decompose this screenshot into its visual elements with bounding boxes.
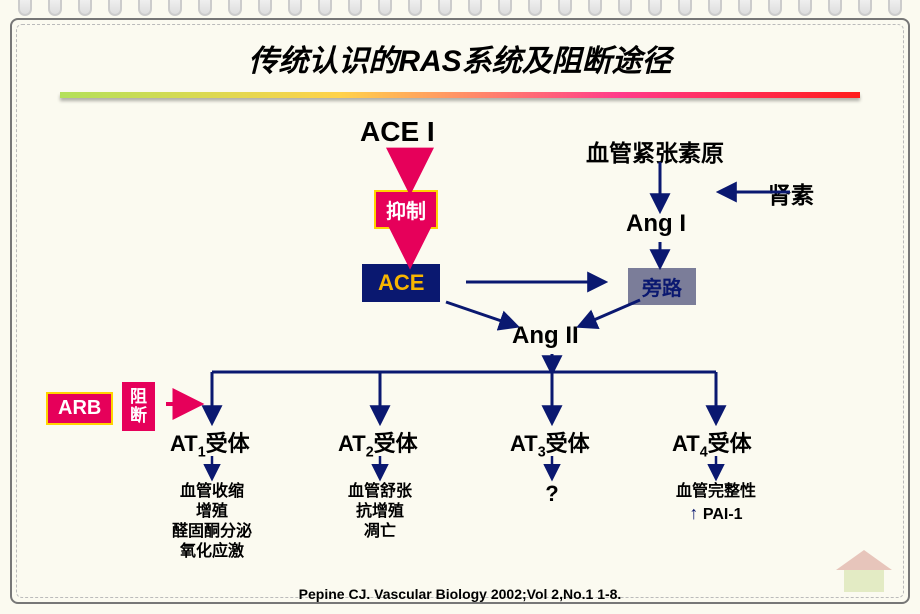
node-at2: AT2受体: [338, 426, 418, 460]
gradient-divider: [60, 92, 860, 98]
at1-eff-2: 醛固酮分泌: [156, 522, 268, 542]
node-at4: AT4受体: [672, 426, 752, 460]
at3-post: 受体: [546, 431, 590, 456]
effects-at1: 血管收缩 增殖 醛固酮分泌 氧化应激: [156, 482, 268, 562]
house-decoration: [836, 550, 892, 592]
at4-pai-row: ↑ PAI-1: [660, 502, 772, 525]
at4-pai: PAI-1: [703, 506, 743, 523]
at2-eff-1: 抗增殖: [326, 502, 434, 522]
node-ang1: Ang I: [626, 210, 686, 238]
node-ace: ACE: [362, 264, 440, 302]
at1-pre: AT: [170, 431, 198, 456]
at1-sub: 1: [198, 444, 206, 460]
node-block: 阻 断: [122, 382, 155, 431]
at1-post: 受体: [206, 431, 250, 456]
at3-pre: AT: [510, 431, 538, 456]
at1-eff-1: 增殖: [156, 502, 268, 522]
at2-eff-2: 凋亡: [326, 522, 434, 542]
node-bypass: 旁路: [628, 268, 696, 305]
at4-post: 受体: [708, 431, 752, 456]
node-inhibit: 抑制: [374, 190, 438, 229]
at2-eff-0: 血管舒张: [326, 482, 434, 502]
at4-eff-0: 血管完整性: [660, 482, 772, 502]
at3-sub: 3: [538, 444, 546, 460]
node-acei: ACE I: [360, 116, 435, 148]
at4-sub: 4: [700, 444, 708, 460]
at4-pre: AT: [672, 431, 700, 456]
node-at3: AT3受体: [510, 426, 590, 460]
at1-eff-3: 氧化应激: [156, 542, 268, 562]
effects-at4: 血管完整性 ↑ PAI-1: [660, 482, 772, 525]
up-arrow-icon: ↑: [689, 503, 698, 523]
at1-eff-0: 血管收缩: [156, 482, 268, 502]
node-at1: AT1受体: [170, 426, 250, 460]
node-ang2: Ang II: [512, 322, 579, 350]
citation: Pepine CJ. Vascular Biology 2002;Vol 2,N…: [0, 586, 920, 602]
node-angiotensinogen: 血管紧张素原: [586, 134, 724, 168]
effects-at2: 血管舒张 抗增殖 凋亡: [326, 482, 434, 542]
page-title: 传统认识的RAS系统及阻断途径: [0, 36, 920, 80]
at3-eff-0: ?: [536, 480, 568, 508]
at2-pre: AT: [338, 431, 366, 456]
node-arb: ARB: [46, 392, 113, 425]
at2-post: 受体: [374, 431, 418, 456]
effects-at3: ?: [536, 480, 568, 508]
spiral-binding: [0, 0, 920, 18]
at2-sub: 2: [366, 444, 374, 460]
node-renin: 肾素: [768, 176, 814, 210]
